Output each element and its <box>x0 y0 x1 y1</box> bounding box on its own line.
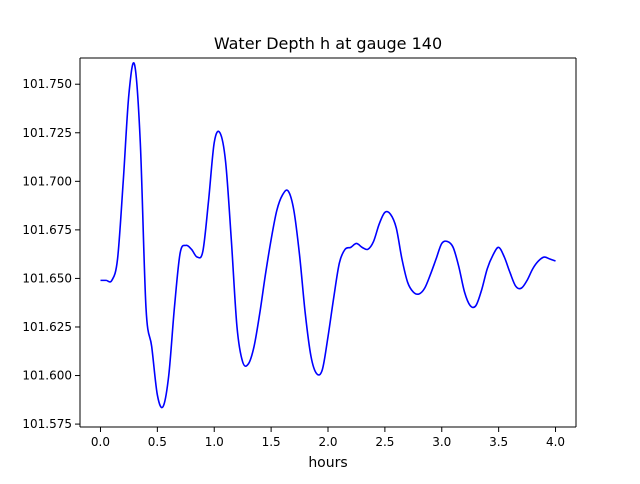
plot-layer <box>80 58 576 427</box>
axes-layer: 0.0 0.5 1.0 1.5 2.0 2.5 3.0 3.5 4.0 101.575 101.60… <box>22 57 577 449</box>
y-tick-label-5: 101.700 <box>22 174 72 188</box>
plot-area <box>80 58 576 427</box>
x-tick-label-3: 1.5 <box>262 435 281 449</box>
y-tick-label-6: 101.725 <box>22 126 72 140</box>
y-tick-label-7: 101.750 <box>22 77 72 91</box>
x-tick-label-7: 3.5 <box>489 435 508 449</box>
x-tick-label-8: 4.0 <box>546 435 565 449</box>
y-tick-label-2: 101.625 <box>22 320 72 334</box>
y-tick-label-1: 101.600 <box>22 369 72 383</box>
chart-title: Water Depth h at gauge 140 <box>214 34 442 53</box>
y-tick-label-3: 101.650 <box>22 271 72 285</box>
x-tick-label-0: 0.0 <box>91 435 110 449</box>
series-line-0 <box>100 62 556 409</box>
x-axis-label: hours <box>308 455 347 471</box>
x-tick-label-2: 1.0 <box>205 435 224 449</box>
x-tick-label-6: 3.0 <box>432 435 451 449</box>
y-tick-label-4: 101.675 <box>22 223 72 237</box>
x-tick-label-1: 0.5 <box>148 435 167 449</box>
x-tick-label-4: 2.0 <box>318 435 337 449</box>
y-tick-label-0: 101.575 <box>22 417 72 431</box>
x-tick-label-5: 2.5 <box>375 435 394 449</box>
